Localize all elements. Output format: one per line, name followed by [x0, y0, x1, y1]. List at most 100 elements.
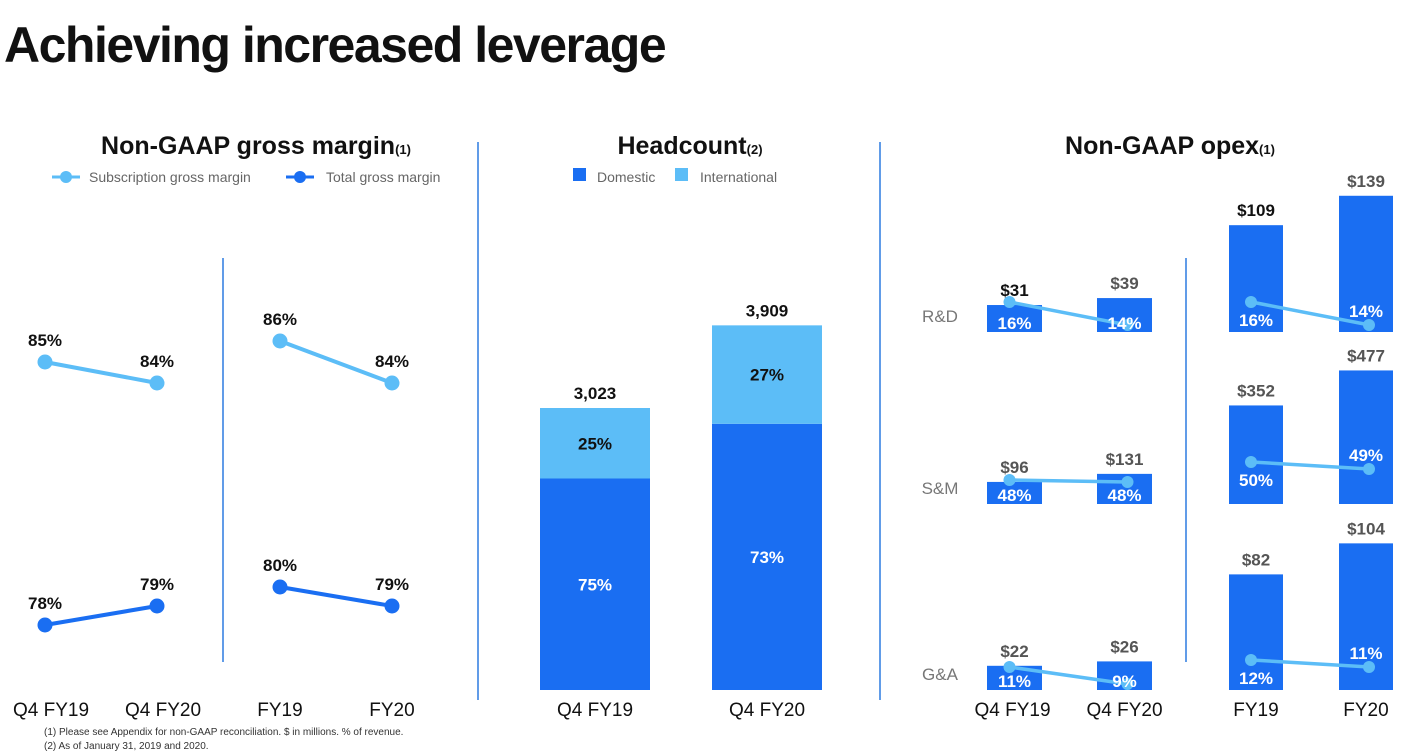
data-label: 79% — [375, 575, 409, 594]
x-tick-label: FY20 — [1343, 700, 1388, 721]
chart-title: Headcount(2) — [617, 132, 762, 160]
data-label: 84% — [375, 352, 409, 371]
bar-label: 25% — [578, 434, 612, 453]
data-label: 79% — [140, 575, 174, 594]
legend-swatch — [573, 168, 586, 181]
value-label: $139 — [1347, 172, 1385, 191]
series-line — [44, 360, 158, 385]
opex-bar — [1229, 574, 1283, 690]
pct-line — [1251, 300, 1370, 327]
pct-point — [1363, 319, 1375, 331]
pct-point — [1245, 654, 1257, 666]
footnote-2: (2) As of January 31, 2019 and 2020. — [44, 741, 209, 752]
opex-bar — [1229, 225, 1283, 332]
pct-line — [1009, 478, 1128, 484]
pct-point — [1245, 456, 1257, 468]
x-tick-label: Q4 FY20 — [729, 700, 805, 721]
value-label: $82 — [1242, 550, 1270, 569]
pct-label: 11% — [998, 672, 1031, 691]
pct-label: 16% — [997, 314, 1031, 333]
x-tick-label: Q4 FY19 — [974, 700, 1050, 721]
value-label: $26 — [1110, 637, 1138, 656]
pct-point — [1121, 678, 1134, 690]
legend-label: Subscription gross margin — [89, 169, 251, 185]
value-label: $39 — [1110, 274, 1138, 293]
opex-bar — [987, 305, 1042, 332]
series-line — [44, 604, 158, 627]
opex-bar — [1339, 370, 1393, 504]
total-label: 3,909 — [746, 301, 789, 320]
pct-label: 49% — [1349, 446, 1383, 465]
pct-label: 16% — [1239, 311, 1273, 330]
chart-title: Non-GAAP opex(1) — [1065, 132, 1275, 160]
legend-marker — [294, 171, 306, 183]
value-label: $22 — [1000, 642, 1028, 661]
footnote-1: (1) Please see Appendix for non-GAAP rec… — [44, 727, 403, 738]
legend-label: Total gross margin — [326, 169, 440, 185]
x-tick-label: Q4 FY20 — [1086, 700, 1162, 721]
title-footnote-ref: (1) — [1259, 142, 1275, 157]
pct-point — [1121, 319, 1134, 331]
opex-bar — [1229, 405, 1283, 504]
data-label: 78% — [28, 594, 62, 613]
x-tick-label: FY19 — [257, 700, 302, 721]
value-label: $109 — [1237, 201, 1275, 220]
pct-label: 48% — [997, 486, 1031, 505]
pct-label: 14% — [1349, 302, 1383, 321]
pct-point — [1363, 661, 1375, 673]
series-line — [279, 339, 393, 385]
chart-title: Non-GAAP gross margin(1) — [101, 132, 411, 160]
pct-label: 50% — [1239, 471, 1273, 490]
chart-title-text: Non-GAAP gross margin — [101, 132, 395, 160]
bar-label: 75% — [578, 575, 612, 594]
bar-international — [540, 408, 650, 479]
data-point — [149, 375, 165, 391]
value-label: $477 — [1347, 346, 1385, 365]
pct-point — [1245, 296, 1257, 308]
data-point — [384, 375, 400, 391]
pct-line — [1009, 300, 1128, 327]
pct-line — [1009, 665, 1128, 686]
pct-label: 9% — [1112, 672, 1137, 691]
data-point — [37, 354, 53, 370]
data-point — [384, 598, 400, 614]
data-point — [272, 579, 288, 595]
pct-label: 12% — [1239, 669, 1273, 688]
chart-title-text: Non-GAAP opex — [1065, 132, 1259, 160]
legend-label: Domestic — [597, 169, 655, 185]
bar-international — [712, 325, 822, 424]
pct-point — [1363, 463, 1375, 475]
data-label: 86% — [263, 310, 297, 329]
data-label: 80% — [263, 556, 297, 575]
pct-line — [1251, 658, 1370, 669]
bar-domestic — [712, 423, 822, 690]
data-point — [272, 333, 288, 349]
pct-point — [1003, 661, 1016, 673]
data-label: 84% — [140, 352, 174, 371]
x-tick-label: Q4 FY19 — [13, 700, 89, 721]
series-line — [279, 585, 393, 608]
row-label: R&D — [922, 307, 958, 326]
x-tick-label: FY19 — [1233, 700, 1278, 721]
x-tick-label: Q4 FY20 — [125, 700, 201, 721]
row-label: S&M — [922, 479, 959, 498]
x-tick-label: Q4 FY19 — [557, 700, 633, 721]
pct-label: 14% — [1107, 314, 1141, 333]
chart-title-text: Headcount — [617, 132, 747, 160]
value-label: $96 — [1000, 458, 1028, 477]
value-label: $31 — [1000, 281, 1028, 300]
opex-bar — [1339, 195, 1393, 332]
value-label: $104 — [1347, 519, 1385, 538]
title-footnote-ref: (2) — [747, 142, 763, 157]
pct-label: 48% — [1107, 486, 1141, 505]
data-label: 85% — [28, 331, 62, 350]
total-label: 3,023 — [574, 384, 617, 403]
opex-bar — [987, 481, 1042, 504]
pct-label: 11% — [1349, 644, 1382, 663]
pct-point — [1003, 296, 1016, 308]
pct-point — [1121, 476, 1134, 488]
data-point — [37, 617, 53, 633]
title-footnote-ref: (1) — [395, 142, 411, 157]
legend-label: International — [700, 169, 777, 185]
